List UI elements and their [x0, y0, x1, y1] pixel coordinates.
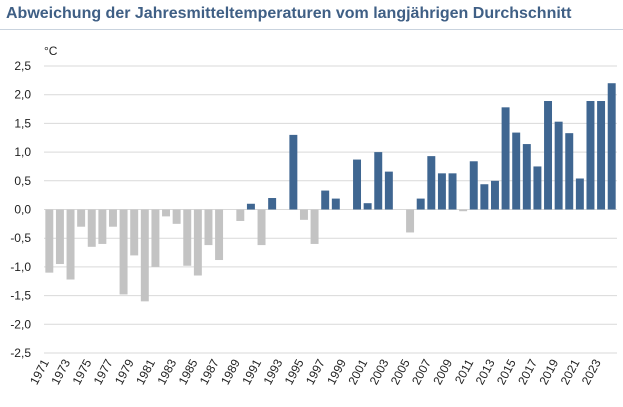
x-tick-label: 2005: [388, 357, 413, 387]
bar: [427, 156, 436, 210]
y-tick-label: 0,0: [14, 203, 31, 217]
bar: [193, 209, 202, 276]
x-tick-label: 1977: [91, 357, 116, 387]
bar: [512, 132, 521, 210]
bar: [586, 101, 595, 210]
y-unit-label: °C: [44, 44, 58, 58]
y-tick-label: -2,5: [10, 346, 31, 360]
bar: [575, 178, 584, 210]
bar: [384, 171, 393, 210]
x-tick-label: 2003: [367, 357, 392, 387]
x-tick-label: 2021: [558, 357, 583, 387]
bar: [299, 209, 308, 220]
x-tick-label: 2011: [452, 357, 477, 387]
bar: [162, 209, 171, 217]
y-tick-label: 1,5: [14, 116, 31, 130]
bar: [374, 152, 383, 210]
x-tick-label: 1991: [239, 357, 264, 387]
x-tick-label: 2023: [579, 357, 604, 387]
bar: [87, 209, 96, 247]
bar: [607, 83, 616, 210]
bar: [353, 159, 362, 210]
x-tick-label: 1981: [133, 357, 158, 387]
y-tick-label: 0,5: [14, 174, 31, 188]
x-tick-label: 2001: [345, 357, 370, 387]
bar: [490, 180, 499, 210]
x-tick-label: 2007: [409, 357, 434, 387]
bar: [533, 166, 542, 210]
bar: [565, 133, 574, 210]
bar: [183, 209, 192, 266]
bar: [77, 209, 86, 227]
bar: [469, 161, 478, 210]
x-tick-label: 1995: [282, 357, 307, 387]
bar: [246, 203, 255, 210]
bar: [119, 209, 128, 295]
x-tick-label: 2013: [473, 357, 498, 387]
bar: [459, 209, 468, 212]
x-tick-label: 1971: [27, 357, 52, 387]
bar: [597, 101, 606, 210]
x-tick-label: 2019: [536, 357, 561, 387]
x-tick-label: 1985: [176, 357, 201, 387]
y-tick-label: 2,5: [14, 59, 31, 73]
bar: [204, 209, 213, 246]
bar: [544, 101, 553, 210]
bar: [108, 209, 117, 227]
bar: [66, 209, 75, 280]
y-tick-label: 1,0: [14, 145, 31, 159]
bar: [130, 209, 139, 256]
bar: [310, 209, 319, 244]
x-tick-label: 1979: [112, 357, 137, 387]
y-tick-label: -1,5: [10, 289, 31, 303]
bar: [215, 209, 224, 261]
x-tick-label: 2009: [430, 357, 455, 387]
bar: [331, 198, 340, 210]
bar: [416, 198, 425, 210]
bar: [321, 190, 330, 210]
x-tick-label: 1973: [48, 357, 73, 387]
y-tick-label: -1,0: [10, 260, 31, 274]
x-tick-label: 1989: [218, 357, 243, 387]
x-tick-label: 1999: [324, 357, 349, 387]
x-tick-label: 1975: [70, 357, 95, 387]
bar: [172, 209, 181, 224]
y-tick-label: 2,0: [14, 88, 31, 102]
bar: [257, 209, 266, 246]
gridlines: [44, 65, 617, 354]
bar: [480, 184, 489, 210]
bar: [448, 173, 457, 210]
bar: [55, 209, 64, 265]
bar: [98, 209, 107, 244]
x-tick-label: 1983: [154, 357, 179, 387]
bar: [554, 121, 563, 210]
bar: [406, 209, 415, 233]
bar: [501, 107, 510, 210]
x-axis: 1971197319751977197919811983198519871989…: [27, 357, 604, 387]
x-tick-label: 2015: [494, 357, 519, 387]
y-tick-label: -0,5: [10, 231, 31, 245]
x-tick-label: 1987: [197, 357, 222, 387]
x-tick-label: 1993: [261, 357, 286, 387]
bar: [437, 173, 446, 210]
title-divider: [0, 29, 623, 30]
bar: [289, 134, 298, 210]
chart-title: Abweichung der Jahresmitteltemperaturen …: [6, 5, 572, 22]
bar: [236, 209, 245, 221]
bar: [268, 198, 277, 210]
x-tick-label: 1997: [303, 357, 328, 387]
bars: [45, 83, 616, 302]
y-axis: 2,5 2,0 1,5 1,0 0,5 0,0 -0,5 -1,0 -1,5 -2,0 -2,5: [10, 59, 31, 360]
bar: [140, 209, 149, 302]
bar: [363, 203, 372, 210]
y-tick-label: -2,0: [10, 317, 31, 331]
bar: [522, 144, 531, 210]
bar: [45, 209, 54, 273]
x-tick-label: 2017: [515, 357, 540, 387]
bar: [151, 209, 160, 267]
